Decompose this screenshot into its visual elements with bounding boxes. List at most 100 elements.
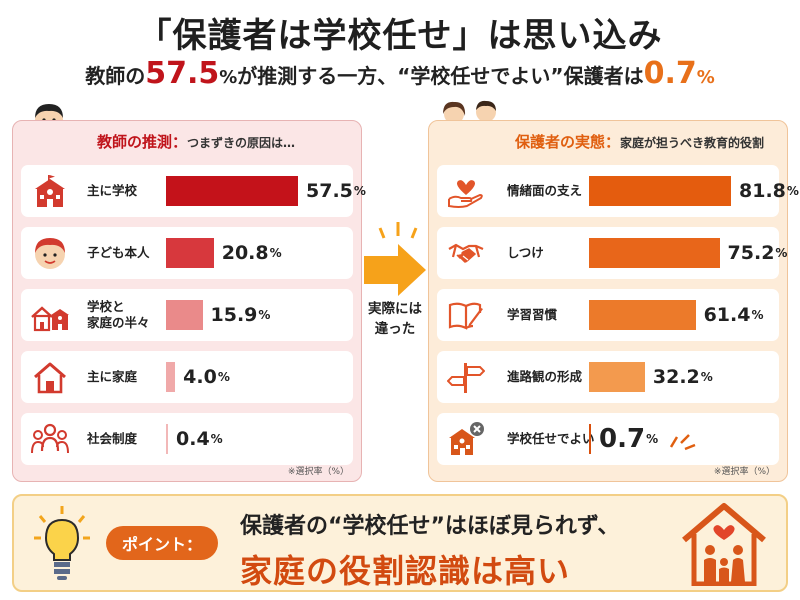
book-pencil-icon <box>447 297 485 333</box>
bar-category-label: 子ども本人 <box>87 245 150 261</box>
bar-value-label: 61.4% <box>704 289 764 341</box>
bar <box>166 176 298 206</box>
bar <box>166 362 176 392</box>
bar-value-number: 15.9 <box>210 304 258 326</box>
bar <box>589 424 591 454</box>
bar-category-label: 主に家庭 <box>87 369 138 385</box>
bar-category-label: 学校任せでよい <box>507 431 595 447</box>
subtitle: 教師の57.5%が推測する一方、“学校任せでよい”保護者は0.7% <box>0 56 800 91</box>
heart-hand-icon <box>447 173 485 209</box>
teacher-panel-note: ※選択率（%） <box>287 467 349 477</box>
bar-category-label: しつけ <box>507 245 544 261</box>
bar-category-label: 学校と 家庭の半々 <box>87 299 150 330</box>
bar-row: 子ども本人 20.8% <box>21 227 353 279</box>
bar-value-unit: % <box>700 370 713 384</box>
teacher-panel-heading: 教師の推測：つまずきの原因は… <box>97 131 295 152</box>
bar-row: 学習習慣 61.4% <box>437 289 779 341</box>
parent-heading-main: 保護者の実態： <box>515 133 621 151</box>
bar-value-unit: % <box>775 246 788 260</box>
point-badge: ポイント： <box>106 526 218 560</box>
bar-value-label: 4.0% <box>183 351 230 403</box>
bar-row: 社会制度 0.4% <box>21 413 353 465</box>
people-icon <box>31 421 69 457</box>
emphasis-lines-icon <box>669 434 696 451</box>
parent-heading-sub: 家庭が担うべき教育的役割 <box>620 136 765 150</box>
school-icon <box>31 173 69 209</box>
bar-category-label: 情緒面の支え <box>507 183 583 199</box>
main-title: 「保護者は学校任せ」は思い込み <box>137 16 663 56</box>
arrow-right-icon <box>364 244 426 296</box>
school-and-home-icon <box>31 297 69 333</box>
bar-row: 学校任せでよい 0.7% <box>437 413 779 465</box>
bar <box>166 424 168 454</box>
point-message-line2: 家庭の役割認識は高い <box>240 552 571 590</box>
bar-value-number: 81.8 <box>739 180 786 202</box>
arrow-text-line1: 実際には <box>368 301 422 317</box>
arrow-text-line2: 違った <box>374 320 416 337</box>
bar-value-label: 75.2% <box>728 227 788 279</box>
bar-value-label: 0.7% <box>599 413 658 465</box>
family-home-icon <box>682 503 766 586</box>
bar-category-label: 学習習慣 <box>507 307 558 323</box>
bar-value-unit: % <box>786 184 799 198</box>
subtitle-unit-1: % <box>219 67 238 88</box>
teacher-heading-sub: つまずきの原因は… <box>187 136 296 150</box>
bar-value-unit: % <box>646 432 659 446</box>
teacher-heading-main: 教師の推測： <box>97 133 188 151</box>
subtitle-part1: 教師の <box>85 64 146 88</box>
bar <box>589 362 645 392</box>
handshake-icon <box>447 235 485 271</box>
subtitle-unit-2: % <box>696 67 715 88</box>
bar-value-number: 20.8 <box>221 242 269 264</box>
bar-value-number: 4.0 <box>183 366 217 388</box>
school-x-icon <box>447 421 485 457</box>
point-message-line1: 保護者の“学校任せ”はほぼ見られず、 <box>240 514 620 539</box>
bar <box>166 238 214 268</box>
subtitle-parent-value: 0.7 <box>643 56 697 91</box>
bar-row: 進路観の形成 32.2% <box>437 351 779 403</box>
bar-value-unit: % <box>353 184 366 198</box>
child-icon <box>31 235 69 271</box>
bar-value-label: 57.5% <box>306 165 366 217</box>
bar-value-label: 81.8% <box>739 165 799 217</box>
arrow-text: 実際には 違った <box>362 300 428 339</box>
bar-row: 主に家庭 4.0% <box>21 351 353 403</box>
lightbulb-icon <box>34 506 90 580</box>
bar <box>589 176 731 206</box>
subtitle-part2: が推測する一方、“学校任せでよい”保護者は <box>237 64 644 88</box>
bar <box>166 300 203 330</box>
home-icon <box>31 359 69 395</box>
bar-value-unit: % <box>210 432 223 446</box>
signpost-icon <box>447 359 485 395</box>
bar-value-number: 61.4 <box>703 304 751 326</box>
bar-value-number: 57.5 <box>306 180 353 202</box>
bar-row: 学校と 家庭の半々 15.9% <box>21 289 353 341</box>
bar <box>589 300 696 330</box>
bar-category-label: 社会制度 <box>87 431 138 447</box>
bar-value-number: 0.4 <box>176 428 210 450</box>
parent-panel-note: ※選択率（%） <box>713 467 775 477</box>
bar-value-unit: % <box>269 246 282 260</box>
parent-panel: 保護者の実態：家庭が担うべき教育的役割 情緒面の支え 81.8% しつけ 75.2% 学… <box>428 120 799 482</box>
teacher-panel: 教師の推測：つまずきの原因は… 主に学校 57.5% 子ども本人 20.8% 学校と 家庭… <box>12 120 366 482</box>
sparkle-icon <box>378 222 418 239</box>
bar-value-label: 15.9% <box>211 289 271 341</box>
bar-value-label: 32.2% <box>653 351 713 403</box>
arrow-area: 実際には 違った <box>362 222 428 370</box>
bar-row: 情緒面の支え 81.8% <box>437 165 799 217</box>
subtitle-teacher-value: 57.5 <box>145 56 220 91</box>
bar-category-label: 進路観の形成 <box>507 369 583 385</box>
bar-value-label: 20.8% <box>222 227 282 279</box>
bar-value-label: 0.4% <box>176 413 223 465</box>
bar-value-unit: % <box>217 370 230 384</box>
bar-row: しつけ 75.2% <box>437 227 787 279</box>
bar-value-number: 75.2 <box>727 242 775 264</box>
bar-category-label: 主に学校 <box>87 183 138 199</box>
bar-row: 主に学校 57.5% <box>21 165 366 217</box>
bar-value-unit: % <box>751 308 764 322</box>
bar <box>589 238 720 268</box>
bar-value-number: 0.7 <box>599 424 646 454</box>
bar-value-unit: % <box>258 308 271 322</box>
bar-value-number: 32.2 <box>652 366 700 388</box>
parent-panel-heading: 保護者の実態：家庭が担うべき教育的役割 <box>515 131 764 152</box>
